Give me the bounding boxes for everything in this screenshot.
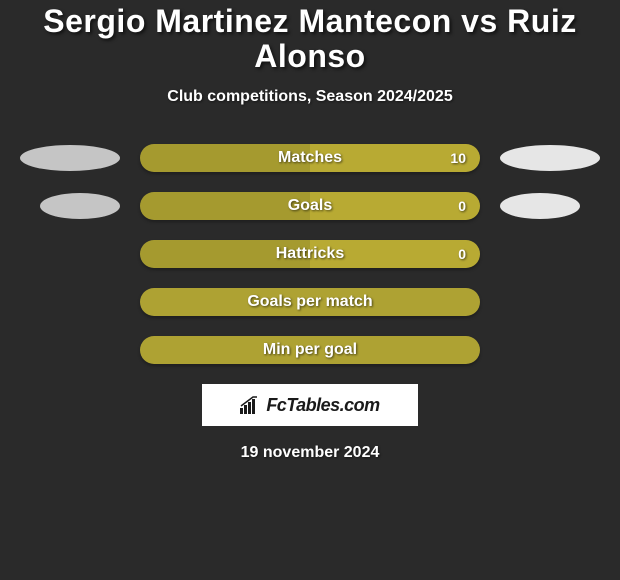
bar-bg: Goals per match (140, 288, 480, 316)
stat-row-hattricks: Hattricks 0 (10, 240, 610, 268)
page-subtitle: Club competitions, Season 2024/2025 (0, 88, 620, 106)
logo-text: FcTables.com (266, 395, 379, 416)
bar-bg: Hattricks 0 (140, 240, 480, 268)
stats-area: Matches 10 Goals 0 Hattricks (0, 144, 620, 364)
stat-row-goals: Goals 0 (10, 192, 610, 220)
page-title: Sergio Martinez Mantecon vs Ruiz Alonso (0, 4, 620, 74)
stat-value: 0 (458, 246, 466, 262)
logo: FcTables.com (240, 395, 379, 416)
bar-bg: Matches 10 (140, 144, 480, 172)
stat-label: Hattricks (276, 245, 344, 263)
player-left-ellipse (20, 145, 120, 171)
stat-bar-goals-per-match: Goals per match (140, 288, 480, 316)
stat-bar-hattricks: Hattricks 0 (140, 240, 480, 268)
date-text: 19 november 2024 (0, 444, 620, 462)
player-right-ellipse (500, 193, 580, 219)
bar-bg: Min per goal (140, 336, 480, 364)
stat-label: Goals (288, 197, 332, 215)
stat-bar-matches: Matches 10 (140, 144, 480, 172)
stat-label: Min per goal (263, 341, 357, 359)
stat-label: Goals per match (247, 293, 372, 311)
comparison-infographic: Sergio Martinez Mantecon vs Ruiz Alonso … (0, 0, 620, 580)
stat-bar-goals: Goals 0 (140, 192, 480, 220)
stat-value: 0 (458, 198, 466, 214)
bar-bg: Goals 0 (140, 192, 480, 220)
chart-icon (240, 396, 262, 414)
logo-box: FcTables.com (202, 384, 418, 426)
stat-row-matches: Matches 10 (10, 144, 610, 172)
player-right-ellipse (500, 145, 600, 171)
stat-row-goals-per-match: Goals per match (10, 288, 610, 316)
stat-value: 10 (450, 150, 466, 166)
stat-label: Matches (278, 149, 342, 167)
stat-bar-min-per-goal: Min per goal (140, 336, 480, 364)
player-left-ellipse (40, 193, 120, 219)
stat-row-min-per-goal: Min per goal (10, 336, 610, 364)
